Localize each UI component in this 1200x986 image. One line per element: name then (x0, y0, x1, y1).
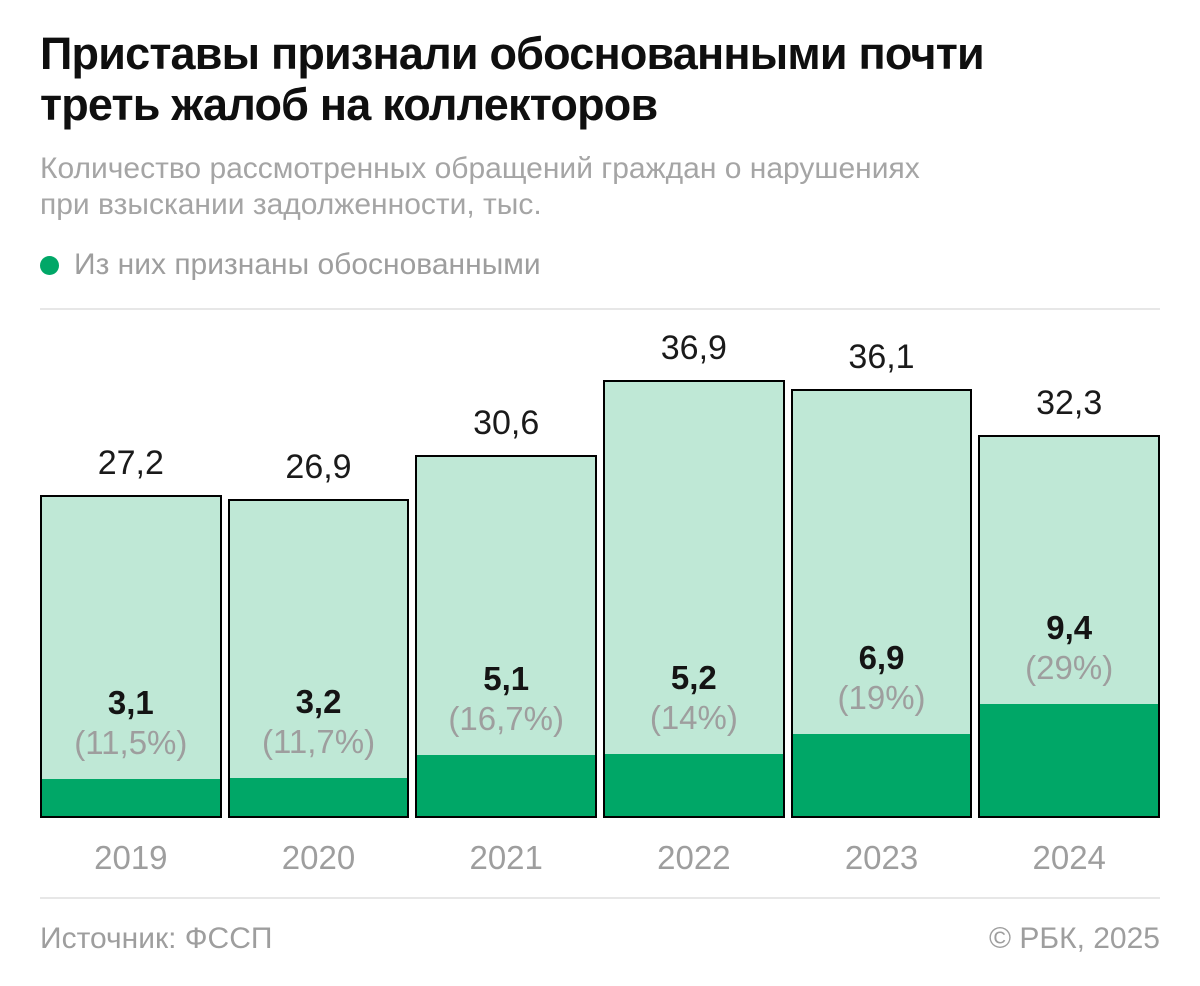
bar-chart: 27,2 3,1 (11,5%) 26,9 3,2 (11,7%) 30,6 5,1 (16,7… (40, 310, 1161, 818)
bar-total-segment: 6,9 (19%) (790, 389, 973, 818)
bar-approved-segment (417, 755, 596, 816)
bar-approved-value: 6,9 (858, 639, 905, 676)
bar-column-2024: 32,3 9,4 (29%) (978, 384, 1161, 818)
footer-copyright: © РБК, 2025 (988, 922, 1160, 955)
chart-subtitle-line2: при взыскании задолженности, тыс. (40, 188, 542, 221)
bar-approved-labels: 5,1 (16,7%) (417, 659, 595, 739)
top-divider (40, 308, 1160, 310)
bar-approved-segment (229, 778, 408, 816)
x-axis-label-2023: 2023 (844, 839, 919, 876)
bar-approved-labels: 5,2 (14%) (605, 658, 783, 738)
legend-label: Из них признаны обоснованными (74, 248, 541, 281)
x-axis-label-2019: 2019 (94, 839, 168, 876)
x-axis-label-2024: 2024 (1032, 839, 1106, 876)
bar-total-label: 32,3 (1036, 384, 1103, 422)
bar-total-label: 30,6 (473, 404, 540, 442)
bar-total-segment: 5,1 (16,7%) (415, 455, 598, 818)
bar-approved-percent: (14%) (649, 699, 738, 736)
page-title-line1: Приставы признали обоснованными почти (40, 28, 985, 79)
page-title: Приставы признали обоснованными почти тр… (40, 28, 1160, 130)
x-axis-labels: 2019 2020 2021 2022 2023 2024 (40, 818, 1160, 877)
bar-approved-value: 3,2 (295, 683, 342, 720)
bar-total-segment: 3,1 (11,5%) (40, 495, 222, 818)
footer: Источник: ФССП © РБК, 2025 (40, 899, 1160, 957)
bar-approved-labels: 3,2 (11,7%) (230, 682, 408, 762)
bar-approved-percent: (16,7%) (448, 700, 564, 737)
bar-column-2022: 36,9 5,2 (14%) (603, 329, 785, 818)
bar-approved-percent: (11,5%) (74, 724, 188, 761)
bar-total-segment: 3,2 (11,7%) (227, 499, 410, 818)
bar-approved-labels: 3,1 (11,5%) (42, 683, 220, 763)
bar-column-2019: 27,2 3,1 (11,5%) (40, 444, 222, 818)
chart-subtitle: Количество рассмотренных обращений гражд… (40, 151, 1160, 223)
bar-column-2021: 30,6 5,1 (16,7%) (415, 404, 598, 818)
bar-approved-segment (792, 734, 971, 816)
bar-total-segment: 5,2 (14%) (603, 380, 785, 818)
bar-approved-percent: (19%) (837, 679, 926, 716)
bar-approved-labels: 9,4 (29%) (980, 608, 1158, 688)
bar-approved-value: 3,1 (107, 684, 154, 721)
bar-approved-segment (605, 754, 783, 816)
bar-approved-percent: (29%) (1025, 649, 1114, 686)
x-axis-label-2022: 2022 (657, 839, 731, 876)
bar-total-segment: 9,4 (29%) (978, 435, 1161, 818)
chart-subtitle-line1: Количество рассмотренных обращений гражд… (40, 152, 920, 185)
chart-legend: Из них признаны обоснованными (40, 248, 1160, 282)
x-axis-label-2021: 2021 (469, 839, 543, 876)
bar-total-label: 27,2 (97, 444, 164, 482)
bar-total-label: 36,9 (660, 329, 727, 367)
bar-approved-value: 5,1 (483, 660, 530, 697)
bar-approved-segment (42, 779, 220, 816)
bar-approved-labels: 6,9 (19%) (793, 638, 971, 718)
bar-approved-value: 5,2 (670, 659, 717, 696)
bar-approved-percent: (11,7%) (261, 723, 376, 760)
bar-total-label: 36,1 (848, 338, 915, 376)
footer-source: Источник: ФССП (40, 922, 273, 955)
bar-approved-segment (980, 704, 1159, 816)
legend-dot-icon (40, 255, 59, 275)
bar-total-label: 26,9 (285, 448, 352, 486)
footer-divider (40, 897, 1160, 899)
page-title-line2: треть жалоб на коллекторов (40, 79, 658, 130)
bar-column-2020: 26,9 3,2 (11,7%) (227, 448, 410, 818)
bar-column-2023: 36,1 6,9 (19%) (790, 338, 973, 818)
bar-approved-value: 9,4 (1046, 609, 1093, 646)
x-axis-label-2020: 2020 (281, 839, 356, 876)
